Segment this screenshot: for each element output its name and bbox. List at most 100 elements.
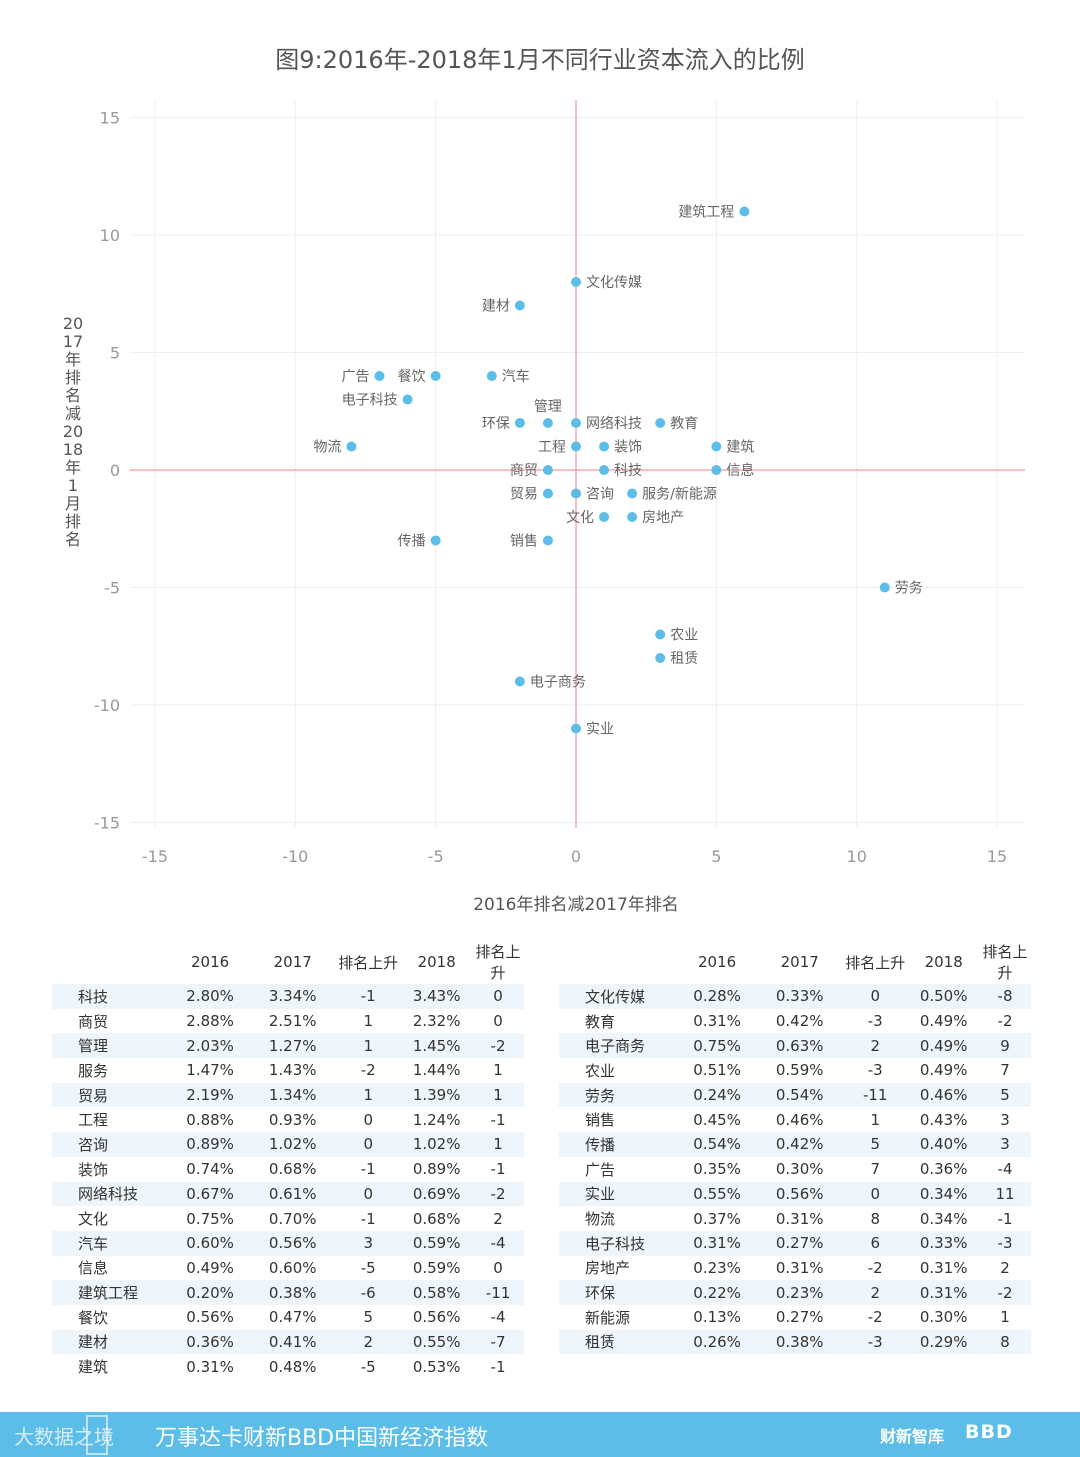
- value-cell: 0.43%: [919, 1110, 968, 1129]
- value-cell: 0.75%: [677, 1033, 758, 1059]
- value-cell: 1.39%: [401, 1082, 473, 1108]
- industry-name-cell: 网络科技: [52, 1181, 170, 1207]
- value-cell: 0.69%: [401, 1181, 473, 1207]
- value-cell: 0: [363, 1110, 373, 1129]
- table-row: 房地产 0.23% 0.31% -2 0.31% 2: [559, 1256, 1031, 1281]
- value-cell: 0.28%: [677, 984, 758, 1009]
- value-cell: -11: [842, 1082, 909, 1108]
- x-tick-label: 10: [847, 847, 867, 866]
- industry-name-cell: 物流: [585, 1210, 616, 1229]
- data-point: [486, 371, 497, 381]
- value-cell: -8: [979, 984, 1031, 1009]
- industry-name-cell: 工程: [78, 1111, 109, 1130]
- y-tick-label: 5: [110, 344, 120, 363]
- data-point: [627, 512, 638, 522]
- value-cell: 3: [335, 1230, 402, 1256]
- value-cell: -11: [472, 1280, 524, 1305]
- data-point: [514, 418, 525, 428]
- industry-name-cell: 管理: [52, 1033, 170, 1059]
- x-tick-label: 0: [571, 847, 581, 866]
- column-header: 2017: [780, 953, 819, 971]
- value-cell: 0.23%: [693, 1258, 741, 1277]
- data-point: [571, 441, 581, 452]
- column-header: 2016: [698, 953, 737, 971]
- data-label: 物流: [313, 440, 341, 456]
- value-cell: 0.49%: [919, 1012, 968, 1031]
- table-row: 物流 0.37% 0.31% 8 0.34% -1: [559, 1206, 1031, 1231]
- value-cell: 0.54%: [677, 1132, 758, 1157]
- x-tick-label: -5: [428, 847, 444, 866]
- y-axis-title: 2017年排名减2018年1月排名: [62, 314, 84, 549]
- industry-name-cell: 劳务: [559, 1082, 677, 1108]
- value-cell: 0.37%: [693, 1209, 741, 1228]
- data-point: [627, 488, 638, 499]
- data-label: 管理: [534, 399, 562, 415]
- data-point: [599, 465, 610, 475]
- table-row: 建筑工程 0.20% 0.38% -6 0.58% -11: [52, 1280, 524, 1305]
- data-label: 建筑: [726, 440, 754, 456]
- data-label: 咨询: [586, 487, 614, 503]
- value-cell: -1: [997, 1209, 1013, 1228]
- data-point: [430, 371, 441, 381]
- industry-name-cell: 文化: [78, 1210, 109, 1229]
- data-label: 装饰: [614, 440, 642, 456]
- value-cell: 0.34%: [919, 1209, 968, 1228]
- value-cell: 0.13%: [693, 1308, 741, 1327]
- industry-name-cell: 咨询: [52, 1132, 170, 1157]
- value-cell: -2: [979, 1280, 1031, 1305]
- table-row: 销售 0.45% 0.46% 1 0.43% 3: [559, 1107, 1031, 1132]
- data-label: 房地产: [642, 510, 684, 526]
- value-cell: -2: [867, 1258, 883, 1277]
- data-point: [402, 394, 413, 405]
- column-header: [52, 940, 170, 984]
- value-cell: 0.63%: [757, 1033, 843, 1059]
- value-cell: 0.34%: [908, 1181, 980, 1207]
- data-point: [571, 723, 581, 734]
- value-cell: 0.56%: [412, 1308, 461, 1327]
- table-row: 环保 0.22% 0.23% 2 0.31% -2: [559, 1280, 1031, 1305]
- table-row: 建材 0.36% 0.41% 2 0.55% -7: [52, 1329, 524, 1355]
- value-cell: 0.50%: [908, 984, 980, 1009]
- table-row: 汽车 0.60% 0.56% 3 0.59% -4: [52, 1230, 524, 1256]
- table-row: 信息 0.49% 0.60% -5 0.59% 0: [52, 1256, 524, 1281]
- column-header: [559, 940, 677, 984]
- y-tick-label: 0: [110, 461, 120, 480]
- table-row: 管理 2.03% 1.27% 1 1.45% -2: [52, 1033, 524, 1059]
- table-header-row: 2016 2017 排名上升 2018 排名上升: [559, 940, 1031, 984]
- value-cell: -1: [335, 984, 402, 1009]
- industry-name-cell: 服务: [78, 1061, 109, 1080]
- value-cell: 7: [870, 1160, 880, 1179]
- table-row: 电子商务 0.75% 0.63% 2 0.49% 9: [559, 1033, 1031, 1059]
- data-label: 电子科技: [342, 393, 398, 409]
- value-cell: 8: [870, 1209, 880, 1228]
- industry-name-cell: 实业: [559, 1181, 677, 1207]
- value-cell: 0.88%: [186, 1110, 234, 1129]
- value-cell: 0.93%: [268, 1110, 317, 1129]
- industry-name-cell: 销售: [585, 1111, 616, 1130]
- data-label: 文化传媒: [586, 275, 642, 291]
- value-cell: 1: [335, 1033, 402, 1059]
- x-tick-label: 5: [711, 847, 721, 866]
- value-cell: 1: [335, 1082, 402, 1108]
- value-cell: 1.02%: [401, 1132, 473, 1157]
- industry-name-cell: 农业: [585, 1061, 616, 1080]
- data-label: 网络科技: [586, 416, 642, 432]
- value-cell: 0.46%: [908, 1082, 980, 1108]
- data-point: [655, 629, 666, 640]
- value-cell: -3: [842, 1329, 909, 1355]
- value-cell: 0.89%: [170, 1132, 251, 1157]
- data-label: 教育: [670, 416, 698, 432]
- value-cell: 0.56%: [186, 1308, 234, 1327]
- data-point: [655, 418, 666, 428]
- data-label: 实业: [586, 722, 614, 738]
- industry-name-cell: 传播: [559, 1132, 677, 1157]
- value-cell: 0.31%: [775, 1258, 824, 1277]
- data-label: 工程: [538, 440, 566, 456]
- value-cell: 2: [842, 1033, 909, 1059]
- industry-name-cell: 贸易: [52, 1082, 170, 1108]
- value-cell: 2.03%: [170, 1033, 251, 1059]
- value-cell: 6: [842, 1230, 909, 1256]
- value-cell: 0.33%: [757, 984, 843, 1009]
- value-cell: 2.80%: [170, 984, 251, 1009]
- value-cell: 1: [472, 1082, 524, 1108]
